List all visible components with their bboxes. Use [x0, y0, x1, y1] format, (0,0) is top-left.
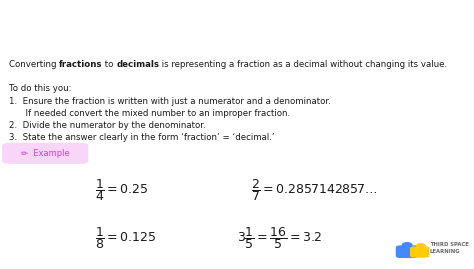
Text: $\dfrac{1}{8} = 0.125$: $\dfrac{1}{8} = 0.125$	[95, 225, 156, 251]
Circle shape	[417, 244, 425, 248]
Text: Converting: Converting	[9, 60, 59, 69]
Text: ✏  Example: ✏ Example	[21, 149, 70, 158]
FancyBboxPatch shape	[410, 246, 429, 258]
Text: Fractions to Decimals: Fractions to Decimals	[9, 17, 254, 36]
Text: 2.  Divide the numerator by the denominator.: 2. Divide the numerator by the denominat…	[9, 121, 205, 130]
FancyBboxPatch shape	[3, 144, 88, 163]
Text: fractions: fractions	[59, 60, 102, 69]
Text: To do this you:: To do this you:	[9, 84, 71, 93]
Circle shape	[402, 243, 412, 247]
Text: If needed convert the mixed number to an improper fraction.: If needed convert the mixed number to an…	[9, 109, 290, 118]
Text: is representing a fraction as a decimal without changing its value.: is representing a fraction as a decimal …	[159, 60, 447, 69]
Text: to: to	[102, 60, 117, 69]
Text: decimals: decimals	[117, 60, 159, 69]
Text: $\dfrac{1}{4} = 0.25$: $\dfrac{1}{4} = 0.25$	[95, 177, 148, 203]
Text: 3.  State the answer clearly in the form ‘fraction’ = ‘decimal.’: 3. State the answer clearly in the form …	[9, 133, 274, 142]
FancyBboxPatch shape	[396, 245, 419, 258]
Text: $3\dfrac{1}{5} = \dfrac{16}{5} = 3.2$: $3\dfrac{1}{5} = \dfrac{16}{5} = 3.2$	[237, 225, 322, 251]
Text: THIRD SPACE
LEARNING: THIRD SPACE LEARNING	[430, 242, 469, 254]
Text: 1.  Ensure the fraction is written with just a numerator and a denominator.: 1. Ensure the fraction is written with j…	[9, 97, 330, 106]
Text: $\dfrac{2}{7} = 0.2857142857\ldots$: $\dfrac{2}{7} = 0.2857142857\ldots$	[251, 177, 378, 203]
